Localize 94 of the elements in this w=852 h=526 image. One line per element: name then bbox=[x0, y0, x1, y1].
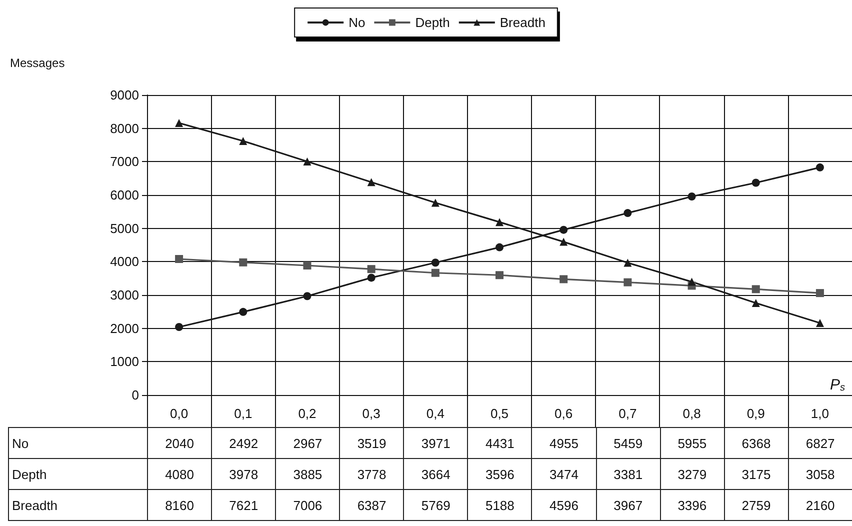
point bbox=[239, 308, 248, 316]
x-tick-label: 0,7 bbox=[618, 406, 637, 421]
point bbox=[367, 265, 376, 274]
point bbox=[496, 271, 504, 280]
data-label: 3664 bbox=[404, 458, 468, 490]
point bbox=[303, 292, 312, 300]
data-label: 3175 bbox=[724, 458, 788, 490]
data-label: 2040 bbox=[148, 428, 212, 458]
point bbox=[175, 323, 184, 331]
point bbox=[431, 198, 440, 207]
point bbox=[367, 178, 376, 186]
x-tick-label: 1,0 bbox=[810, 406, 829, 421]
point bbox=[752, 178, 760, 187]
point bbox=[175, 119, 184, 127]
data-label: 5188 bbox=[468, 490, 532, 520]
point bbox=[560, 238, 568, 246]
point bbox=[752, 299, 760, 308]
point bbox=[688, 192, 696, 200]
y-tick-label: 2000 bbox=[110, 320, 139, 336]
point bbox=[431, 258, 440, 267]
text: Depth bbox=[12, 466, 47, 482]
y-tick-label: 1000 bbox=[110, 354, 139, 370]
data-label: 3978 bbox=[212, 458, 276, 490]
data-label: 3971 bbox=[404, 428, 468, 458]
point bbox=[816, 319, 824, 327]
y-tick-label: 9000 bbox=[110, 88, 139, 102]
data-label: 5459 bbox=[596, 428, 660, 458]
point bbox=[624, 278, 632, 286]
data-label: 6827 bbox=[788, 428, 852, 458]
point bbox=[175, 255, 184, 263]
data-label: 4955 bbox=[532, 428, 596, 458]
data-label: 3885 bbox=[276, 458, 340, 490]
data-label: 5769 bbox=[404, 490, 468, 520]
text: Breadth bbox=[12, 498, 58, 512]
point bbox=[816, 163, 824, 172]
point bbox=[367, 274, 376, 282]
point bbox=[816, 289, 824, 298]
point bbox=[752, 285, 760, 294]
point bbox=[239, 136, 248, 145]
data-label: 2492 bbox=[212, 428, 276, 458]
data-label: 2759 bbox=[724, 490, 788, 520]
x-tick-label: 0,8 bbox=[682, 406, 701, 421]
data-label: 7621 bbox=[212, 490, 276, 520]
data-label: 3519 bbox=[340, 428, 404, 458]
data-label: 7006 bbox=[276, 490, 340, 520]
point bbox=[303, 262, 312, 270]
y-tick-label: 5000 bbox=[110, 220, 139, 236]
data-label: 6368 bbox=[724, 428, 788, 458]
point bbox=[303, 157, 312, 166]
y-tick-label: 0 bbox=[132, 388, 139, 402]
y-tick-label: 4000 bbox=[110, 254, 139, 270]
y-tick-label: 6000 bbox=[110, 188, 139, 202]
point bbox=[560, 226, 568, 234]
data-label: 3596 bbox=[468, 458, 532, 490]
data-label: 3279 bbox=[660, 458, 724, 490]
data-label: 3396 bbox=[660, 490, 724, 520]
y-tick-label: 8000 bbox=[110, 120, 139, 136]
point bbox=[624, 258, 632, 267]
point bbox=[431, 268, 440, 277]
x-tick-label: 0,2 bbox=[298, 406, 316, 421]
data-label: 3474 bbox=[532, 458, 596, 490]
y-tick-label: 3000 bbox=[110, 288, 139, 302]
x-tick-label: 0,1 bbox=[234, 406, 252, 421]
point bbox=[239, 258, 248, 266]
y-tick-label: 7000 bbox=[110, 154, 139, 170]
data-label: 3778 bbox=[340, 458, 404, 490]
data-label: 4431 bbox=[468, 428, 532, 458]
legend-label: Depth bbox=[415, 15, 450, 30]
data-label: 4596 bbox=[532, 490, 596, 520]
data-label: 8160 bbox=[148, 490, 212, 520]
data-label: 4080 bbox=[148, 458, 212, 490]
legend-label: Breadth bbox=[500, 15, 546, 30]
y-axis-title: Messages bbox=[10, 56, 65, 70]
data-label: 5955 bbox=[660, 428, 724, 458]
x-tick-label: 0,3 bbox=[362, 406, 380, 421]
data-label: 3381 bbox=[596, 458, 660, 490]
x-tick-label: 0,9 bbox=[746, 406, 765, 421]
point bbox=[496, 218, 504, 226]
x-axis-title: Ps bbox=[830, 376, 846, 394]
point bbox=[496, 243, 504, 252]
point bbox=[624, 209, 632, 218]
data-label: 6387 bbox=[340, 490, 404, 520]
point bbox=[560, 275, 568, 284]
x-tick-label: 0,6 bbox=[554, 406, 573, 421]
x-tick-label: 0,4 bbox=[426, 406, 444, 421]
x-tick-label: 0,0 bbox=[170, 406, 188, 421]
data-label: 2967 bbox=[276, 428, 340, 458]
x-tick-label: 0,5 bbox=[490, 406, 509, 421]
legend-label: No bbox=[348, 15, 366, 30]
data-label: 3058 bbox=[788, 458, 852, 490]
point bbox=[688, 278, 696, 286]
data-label: 2160 bbox=[788, 490, 852, 520]
data-label: 3967 bbox=[596, 490, 660, 520]
text: No bbox=[12, 436, 29, 450]
